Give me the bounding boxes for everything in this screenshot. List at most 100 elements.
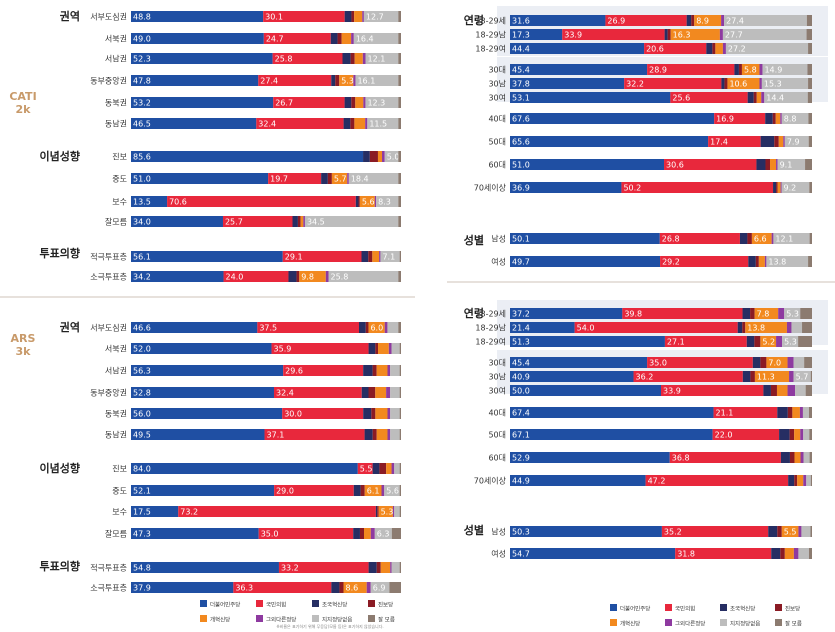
- bar-segment-democratic: [510, 256, 661, 267]
- bar-segment-reform: [794, 429, 801, 440]
- bar-segment-basic_income: [303, 216, 305, 227]
- bar-segment-none: [784, 136, 809, 147]
- bar-value-label: 52.1: [133, 487, 151, 496]
- bar-value-label: 5.3: [784, 338, 797, 347]
- row-label: 18-29세: [475, 17, 506, 26]
- legend-label: 잘 모름: [785, 620, 802, 628]
- bar-segment-rebuilding: [780, 452, 790, 463]
- bar-value-label: 9.8: [301, 273, 314, 282]
- bar-segment-progressive: [777, 526, 782, 537]
- bar-segment-reform: [758, 256, 765, 267]
- bar-value-label: 5.2: [762, 338, 775, 347]
- bar-value-label: 34.5: [307, 218, 325, 227]
- bar-segment-democratic: [131, 118, 257, 129]
- bar-segment-reform: [797, 475, 804, 486]
- bar-segment-rebuilding: [756, 159, 766, 170]
- bar-segment-dont_know: [399, 506, 401, 517]
- legend-swatch-rebuilding: [720, 604, 727, 611]
- bar-segment-democratic: [131, 429, 265, 440]
- bar-segment-basic_income: [374, 196, 377, 207]
- group-label: 연령: [464, 13, 484, 27]
- bar-value-label: 26.7: [275, 99, 293, 108]
- bar-segment-rebuilding: [734, 64, 739, 75]
- bar-value-label: 54.8: [133, 564, 151, 573]
- legend-swatch-reform: [200, 615, 207, 622]
- bar-segment-reform: [380, 562, 391, 573]
- bar-value-label: 53.2: [133, 99, 151, 108]
- row-label: 18-29세: [475, 310, 506, 319]
- bar-value-label: 25.8: [330, 273, 348, 282]
- bar-segment-democratic: [510, 92, 671, 103]
- bar-segment-dont_know: [809, 233, 812, 244]
- bar-segment-reform: [376, 365, 388, 376]
- bar-segment-democratic: [131, 387, 274, 398]
- group-label: 성별: [464, 523, 484, 537]
- bar-segment-democratic: [510, 526, 662, 537]
- bar-segment-reform: [359, 196, 375, 207]
- bar-segment-reform: [376, 429, 388, 440]
- bar-value-label: 12.7: [366, 13, 384, 22]
- bar-segment-reform: [775, 113, 781, 124]
- bar-segment-rebuilding: [292, 216, 298, 227]
- row-label: 남성: [491, 528, 506, 537]
- bar-segment-dont_know: [808, 43, 812, 54]
- row-label: 동남권: [105, 119, 127, 129]
- bar-segment-ppp: [257, 322, 359, 333]
- bar-segment-progressive: [337, 33, 342, 44]
- bar-segment-dont_know: [398, 75, 401, 86]
- bar-segment-reform: [375, 387, 387, 398]
- bar-value-label: 15.3: [764, 80, 782, 89]
- bar-segment-basic_income: [722, 43, 726, 54]
- bar-segment-rebuilding: [330, 33, 338, 44]
- bar-segment-reform: [770, 159, 777, 170]
- bar-value-label: 18.4: [351, 175, 369, 184]
- bar-value-label: 36.2: [636, 373, 654, 382]
- bar-value-label: 13.8: [768, 258, 786, 267]
- bar-segment-ppp: [256, 118, 344, 129]
- bar-segment-rebuilding: [358, 322, 366, 333]
- bar-segment-dont_know: [798, 336, 812, 347]
- row-label: 70세이상: [474, 476, 507, 486]
- bar-segment-basic_income: [783, 136, 785, 147]
- bar-segment-none: [390, 365, 400, 376]
- row-label: 중도: [112, 175, 127, 184]
- bar-segment-none: [367, 118, 399, 129]
- bar-segment-dont_know: [398, 53, 401, 64]
- bar-value-label: 29.1: [285, 253, 303, 262]
- row-label: 여성: [491, 549, 506, 559]
- bar-segment-democratic: [510, 452, 670, 463]
- bar-segment-reform: [378, 506, 393, 517]
- bar-segment-rebuilding: [777, 407, 788, 418]
- bar-segment-basic_income: [365, 118, 368, 129]
- bar-segment-basic_income: [776, 159, 778, 170]
- bar-segment-dont_know: [804, 357, 812, 368]
- bar-segment-progressive: [351, 11, 355, 22]
- bar-segment-ppp: [712, 429, 780, 440]
- bar-value-label: 24.7: [266, 35, 284, 44]
- bar-segment-rebuilding: [372, 463, 380, 474]
- bar-segment-democratic: [131, 75, 259, 86]
- bar-segment-democratic: [131, 97, 274, 108]
- bar-segment-rebuilding: [288, 271, 297, 282]
- bar-segment-basic_income: [803, 475, 807, 486]
- bar-segment-democratic: [510, 308, 623, 319]
- bar-segment-progressive: [296, 271, 300, 282]
- bar-segment-rebuilding: [739, 233, 748, 244]
- bar-segment-dont_know: [399, 485, 401, 496]
- bar-value-label: 5.6: [362, 198, 375, 207]
- bar-segment-basic_income: [325, 271, 329, 282]
- bar-segment-democratic: [510, 78, 625, 89]
- bar-value-label: 52.0: [133, 345, 151, 354]
- bar-segment-basic_income: [381, 485, 385, 496]
- bar-segment-none: [363, 11, 399, 22]
- bar-segment-rebuilding: [363, 365, 373, 376]
- legend-swatch-democratic: [200, 600, 207, 607]
- bar-value-label: 26.8: [662, 235, 680, 244]
- bar-segment-progressive: [369, 151, 378, 162]
- bar-segment-ppp: [258, 528, 354, 539]
- bar-segment-none: [387, 322, 399, 333]
- bar-value-label: 70.6: [169, 198, 187, 207]
- legend-label: 개혁신당: [210, 616, 230, 624]
- bar-segment-basic_income: [362, 11, 364, 22]
